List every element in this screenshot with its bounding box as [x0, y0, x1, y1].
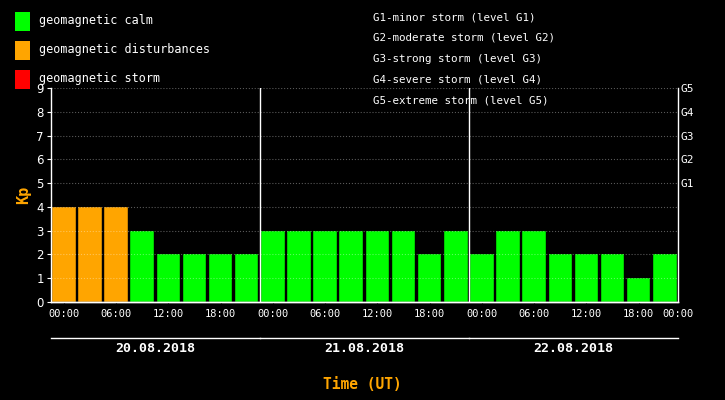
Text: G1-minor storm (level G1): G1-minor storm (level G1): [373, 12, 536, 22]
Text: 22.08.2018: 22.08.2018: [534, 342, 613, 355]
Bar: [392, 231, 415, 302]
Bar: [418, 254, 442, 302]
Bar: [261, 231, 285, 302]
Text: 21.08.2018: 21.08.2018: [324, 342, 405, 355]
Bar: [653, 254, 676, 302]
Text: Time (UT): Time (UT): [323, 377, 402, 392]
Bar: [627, 278, 650, 302]
Bar: [287, 231, 311, 302]
Bar: [444, 231, 468, 302]
Bar: [601, 254, 624, 302]
Text: geomagnetic calm: geomagnetic calm: [39, 14, 153, 27]
Bar: [549, 254, 572, 302]
Text: geomagnetic storm: geomagnetic storm: [39, 72, 160, 86]
Bar: [157, 254, 180, 302]
Text: G4-severe storm (level G4): G4-severe storm (level G4): [373, 74, 542, 84]
Bar: [523, 231, 546, 302]
Bar: [313, 231, 337, 302]
Bar: [130, 231, 154, 302]
Bar: [183, 254, 206, 302]
Text: geomagnetic disturbances: geomagnetic disturbances: [39, 43, 210, 56]
Bar: [52, 207, 75, 302]
Bar: [497, 231, 520, 302]
Text: G2-moderate storm (level G2): G2-moderate storm (level G2): [373, 33, 555, 43]
Bar: [470, 254, 494, 302]
Text: 20.08.2018: 20.08.2018: [115, 342, 195, 355]
Bar: [365, 231, 389, 302]
Bar: [339, 231, 363, 302]
Bar: [209, 254, 232, 302]
Text: G3-strong storm (level G3): G3-strong storm (level G3): [373, 54, 542, 64]
Text: G5-extreme storm (level G5): G5-extreme storm (level G5): [373, 95, 549, 105]
Bar: [78, 207, 102, 302]
Bar: [104, 207, 128, 302]
Y-axis label: Kp: Kp: [16, 186, 30, 204]
Bar: [235, 254, 259, 302]
Bar: [575, 254, 598, 302]
